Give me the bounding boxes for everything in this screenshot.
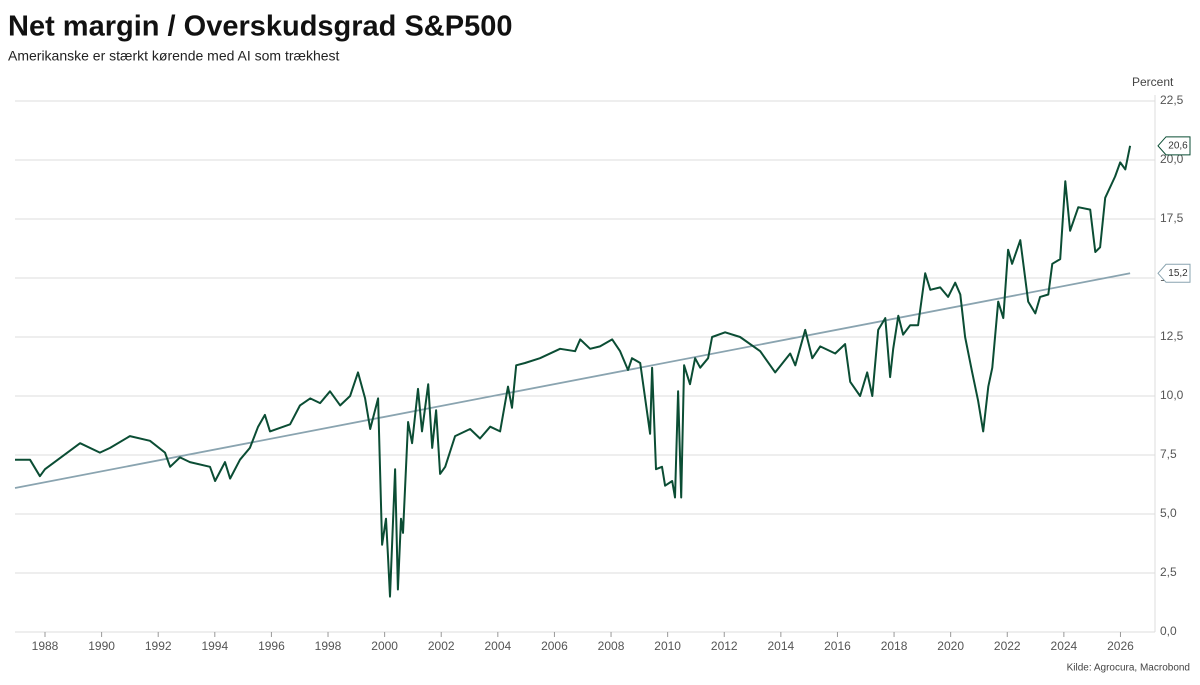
end-label-box: [1157, 136, 1191, 156]
y-tick-label: 17,5: [1160, 211, 1184, 225]
x-tick-label: 1988: [32, 639, 59, 653]
chart-title: Net margin / Overskudsgrad S&P500: [8, 11, 512, 43]
y-tick-label: 5,0: [1160, 506, 1177, 520]
x-tick-label: 1998: [315, 639, 342, 653]
chart-subtitle: Amerikanske er stærkt kørende med AI som…: [8, 48, 340, 64]
x-tick-label: 2026: [1107, 639, 1134, 653]
x-tick-label: 2022: [994, 639, 1021, 653]
x-tick-label: 2002: [428, 639, 455, 653]
source: Kilde: Agrocura, Macrobond: [1067, 663, 1190, 674]
x-tick-label: 2008: [598, 639, 625, 653]
trend-line: [14, 272, 1131, 489]
y-tick-label: 7,5: [1160, 447, 1177, 461]
y-tick-label: 22,5: [1160, 93, 1184, 107]
x-tick-label: 1992: [145, 639, 172, 653]
x-tick-label: 2012: [711, 639, 738, 653]
x-tick-label: 2024: [1051, 639, 1078, 653]
y-tick-label: 0,0: [1160, 624, 1177, 638]
end-label-box: [1157, 263, 1191, 283]
y-tick-label: 20,0: [1160, 152, 1184, 166]
x-tick-label: 2004: [484, 639, 511, 653]
y-axis-label: Percent: [1132, 75, 1174, 89]
x-tick-label: 1990: [88, 639, 115, 653]
x-tick-label: 1996: [258, 639, 285, 653]
x-tick-label: 2016: [824, 639, 851, 653]
y-tick-label: 12,5: [1160, 329, 1184, 343]
x-tick-label: 2000: [371, 639, 398, 653]
x-tick-label: 2010: [654, 639, 681, 653]
x-tick-label: 2006: [541, 639, 568, 653]
y-tick-label: 10,0: [1160, 388, 1184, 402]
data-line: [15, 145, 1132, 598]
x-tick-label: 2020: [937, 639, 964, 653]
x-tick-label: 1994: [201, 639, 228, 653]
end-label: 15,2: [1168, 268, 1188, 279]
x-tick-label: 2018: [881, 639, 908, 653]
end-label: 20,6: [1168, 140, 1188, 151]
y-tick-label: 2,5: [1160, 565, 1177, 579]
x-tick-label: 2014: [767, 639, 794, 653]
